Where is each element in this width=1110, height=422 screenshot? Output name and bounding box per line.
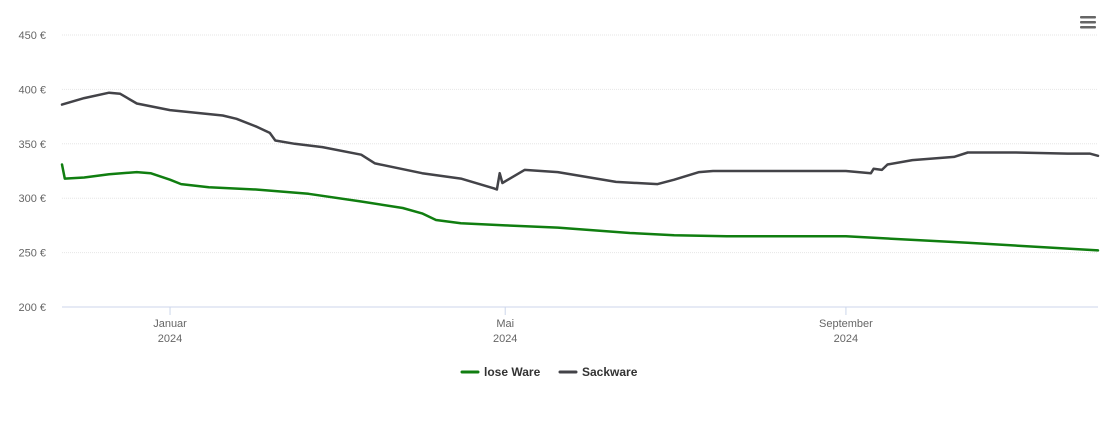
x-tick-month-label: September xyxy=(819,318,873,330)
x-tick-month-label: Mai xyxy=(496,318,514,330)
y-axis-labels: 450 € 400 € 350 € 300 € 250 € 200 € xyxy=(18,30,46,314)
y-tick-label: 350 € xyxy=(18,139,46,151)
x-axis-labels: Januar 2024 Mai 2024 September 2024 xyxy=(153,307,873,345)
y-tick-label: 300 € xyxy=(18,193,46,205)
legend-label[interactable]: Sackware xyxy=(582,365,638,379)
legend-item[interactable]: lose Ware xyxy=(460,365,541,379)
series-lines xyxy=(60,91,1100,252)
series-line-lose-ware xyxy=(60,163,1100,252)
legend-label[interactable]: lose Ware xyxy=(484,365,541,379)
legend-item[interactable]: Sackware xyxy=(558,365,638,379)
chart-menu-button[interactable] xyxy=(1078,14,1098,32)
y-tick-label: 450 € xyxy=(18,30,46,42)
x-tick-year-label: 2024 xyxy=(158,333,182,345)
x-tick-month-label: Januar xyxy=(153,318,187,330)
grid-lines xyxy=(62,34,1098,254)
legend: lose Ware Sackware xyxy=(460,365,638,379)
y-tick-label: 250 € xyxy=(18,248,46,260)
x-tick-year-label: 2024 xyxy=(493,333,517,345)
y-tick-label: 400 € xyxy=(18,84,46,96)
y-tick-label: 200 € xyxy=(18,302,46,314)
hamburger-menu-icon[interactable] xyxy=(1080,16,1096,29)
x-tick-year-label: 2024 xyxy=(834,333,858,345)
series-line-sackware xyxy=(60,91,1100,191)
